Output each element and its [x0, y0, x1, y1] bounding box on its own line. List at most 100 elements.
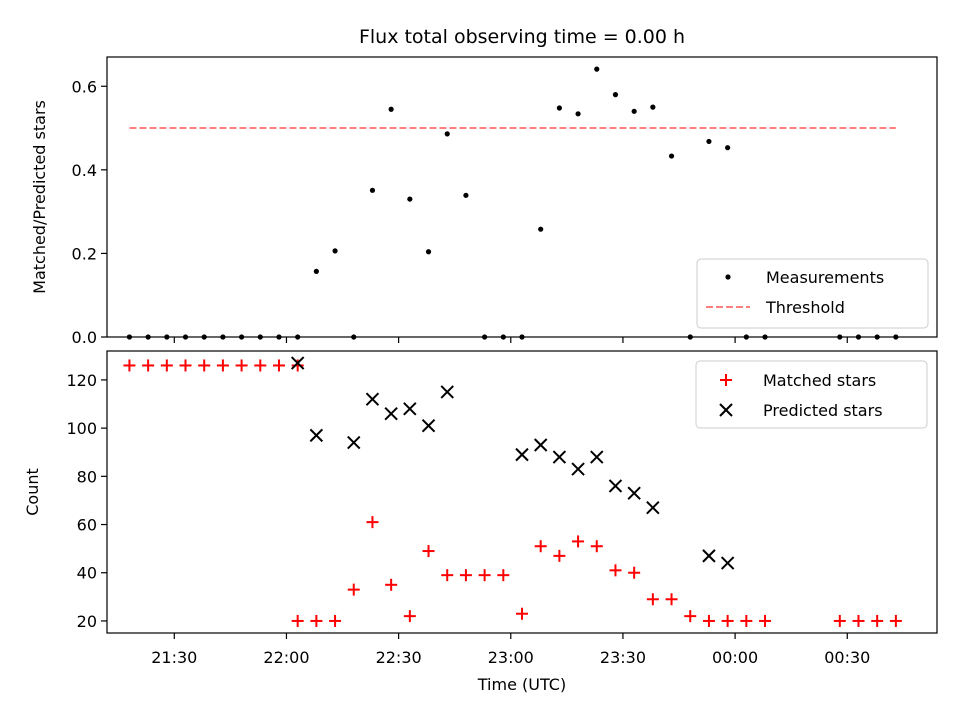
measurement-point [407, 196, 413, 202]
predicted-star-point [403, 402, 417, 416]
legend-predicted-label: Predicted stars [763, 401, 883, 420]
measurement-point [332, 248, 338, 254]
measurement-point [575, 111, 581, 117]
measurement-point [725, 145, 731, 151]
bottom-legend: Matched stars Predicted stars [695, 360, 928, 429]
predicted-star-point [365, 392, 380, 406]
predicted-star-point [533, 438, 548, 452]
bottom-y-tick-label: 40 [77, 564, 97, 583]
matched-star-point [628, 566, 641, 579]
legend-measurements-marker [725, 274, 731, 280]
measurement-point [556, 105, 562, 111]
legend-threshold-label: Threshold [765, 298, 845, 317]
measurement-point [668, 153, 675, 159]
top-y-axis: 0.0 0.2 0.4 0.6 [72, 77, 107, 347]
matched-star-point [871, 614, 884, 627]
matched-star-point [553, 549, 566, 562]
legend-predicted-marker [719, 403, 733, 417]
matched-star-point [347, 583, 360, 596]
x-tick-label: 23:00 [488, 648, 534, 667]
predicted-star-point [290, 356, 305, 370]
x-tick-label: 21:30 [151, 648, 197, 667]
matched-star-point [459, 569, 472, 582]
matched-star-point [572, 535, 585, 548]
matched-star-point [291, 359, 304, 372]
predicted-star-point [384, 406, 398, 421]
predicted-star-point [720, 556, 735, 570]
matched-star-point [889, 614, 902, 627]
bottom-y-tick-label: 60 [77, 516, 97, 535]
predicted-star-point [309, 428, 324, 443]
matched-star-point [123, 359, 136, 372]
matched-star-point [590, 540, 603, 553]
predicted-star-point [515, 447, 529, 462]
legend-matched-marker [720, 374, 732, 386]
matched-star-point [272, 359, 285, 372]
measurement-point [313, 268, 319, 274]
x-tick-label: 00:00 [712, 648, 758, 667]
bottom-y-axis-label: Count [23, 468, 42, 516]
predicted-star-point [440, 385, 454, 399]
predicted-star-point [347, 435, 361, 450]
top-x-axis [173, 337, 848, 343]
matched-star-point [366, 516, 379, 529]
measurement-point [463, 192, 469, 198]
bottom-x-axis: 21:30 22:00 22:30 23:00 23:30 00:00 00:30 [151, 633, 870, 667]
x-tick-label: 00:30 [824, 648, 870, 667]
measurement-point [594, 66, 600, 72]
bottom-panel: 20 40 60 80 100 120 21:30 22:00 22:30 23:00 23:30… [23, 350, 938, 694]
matched-star-point [310, 614, 323, 627]
legend-matched-label: Matched stars [763, 371, 876, 390]
measurement-point [444, 131, 450, 137]
top-y-axis-label: Matched/Predicted stars [30, 100, 49, 294]
top-y-tick-label: 0.4 [72, 161, 97, 180]
predicted-star-point [421, 419, 436, 433]
matched-star-point [534, 540, 547, 553]
x-tick-label: 22:30 [376, 648, 422, 667]
x-tick-label: 23:30 [600, 648, 646, 667]
matched-star-point [142, 359, 155, 372]
predicted-star-point [627, 486, 641, 500]
measurement-point [650, 104, 656, 110]
matched-star-point [759, 614, 772, 627]
predicted-star-point [590, 450, 604, 464]
legend-measurements-label: Measurements [766, 268, 884, 287]
top-axes-frame [106, 56, 938, 338]
matched-star-point [702, 614, 715, 627]
top-y-tick-label: 0.0 [72, 328, 97, 347]
matched-star-point [721, 614, 734, 627]
top-y-tick-label: 0.6 [72, 77, 97, 96]
top-legend-box [696, 258, 929, 329]
matched-star-point [833, 614, 846, 627]
matched-star-point [291, 614, 304, 627]
top-y-tick-label: 0.2 [72, 244, 97, 263]
top-legend: Measurements Threshold [696, 258, 929, 329]
x-axis-label: Time (UTC) [477, 675, 566, 694]
bottom-axes-frame [106, 350, 938, 634]
measurement-point [706, 138, 712, 145]
matched-star-point [422, 545, 435, 558]
matched-star-point [516, 607, 528, 620]
measurement-point [538, 226, 544, 232]
bottom-plot-area [123, 356, 902, 627]
matched-star-point [478, 569, 491, 582]
matched-star-point [609, 564, 622, 577]
bottom-y-tick-label: 100 [66, 419, 97, 438]
x-tick-label: 22:00 [263, 648, 309, 667]
matched-star-point [497, 569, 510, 582]
bottom-y-tick-label: 120 [66, 371, 97, 390]
predicted-star-point [571, 462, 585, 476]
measurement-point [425, 249, 432, 255]
matched-star-point [740, 614, 753, 627]
bottom-y-tick-label: 20 [77, 612, 97, 631]
matched-star-point [198, 359, 211, 372]
matched-star-point [852, 614, 865, 627]
bottom-y-axis: 20 40 60 80 100 120 [66, 371, 107, 631]
measurement-point [388, 106, 394, 112]
matched-star-point [254, 359, 267, 372]
predicted-star-point [646, 500, 660, 515]
bottom-y-tick-label: 80 [77, 467, 97, 486]
matched-star-point [665, 593, 678, 606]
matched-star-point [403, 610, 416, 623]
